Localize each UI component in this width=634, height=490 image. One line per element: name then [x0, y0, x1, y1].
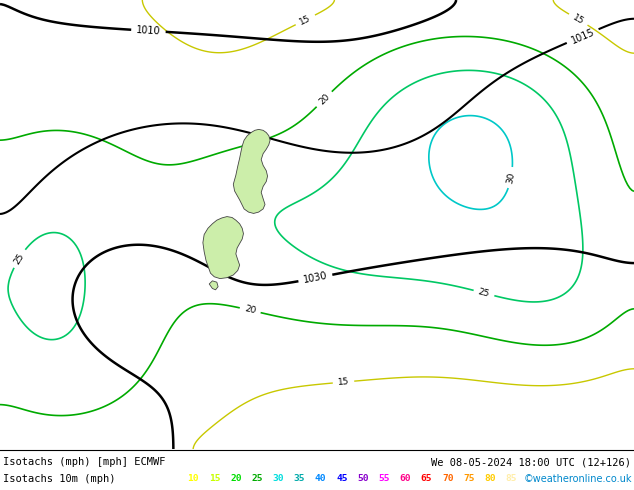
Text: 1010: 1010	[136, 25, 161, 37]
Text: 50: 50	[357, 474, 369, 483]
Text: 60: 60	[399, 474, 411, 483]
Text: 1015: 1015	[569, 26, 596, 46]
Text: 15: 15	[298, 13, 313, 26]
Text: 25: 25	[477, 287, 491, 299]
Polygon shape	[203, 217, 243, 279]
Text: 70: 70	[442, 474, 453, 483]
Text: 10: 10	[188, 474, 199, 483]
Text: 30: 30	[273, 474, 284, 483]
Text: 25: 25	[251, 474, 262, 483]
Text: 40: 40	[315, 474, 327, 483]
Text: 1030: 1030	[302, 271, 328, 285]
Text: 80: 80	[484, 474, 496, 483]
Text: 45: 45	[336, 474, 347, 483]
Text: 85: 85	[505, 474, 517, 483]
Text: 25: 25	[13, 251, 26, 266]
Text: 20: 20	[243, 305, 257, 316]
Text: 90: 90	[527, 474, 538, 483]
Text: 30: 30	[505, 171, 517, 184]
Text: Isotachs 10m (mph): Isotachs 10m (mph)	[3, 474, 115, 484]
Text: We 08-05-2024 18:00 UTC (12+126): We 08-05-2024 18:00 UTC (12+126)	[432, 458, 631, 467]
Text: 15: 15	[209, 474, 221, 483]
Text: ©weatheronline.co.uk: ©weatheronline.co.uk	[524, 474, 632, 484]
Text: 55: 55	[378, 474, 390, 483]
Polygon shape	[209, 281, 218, 290]
Text: 75: 75	[463, 474, 475, 483]
Text: 65: 65	[421, 474, 432, 483]
Text: 20: 20	[317, 92, 332, 106]
Text: 15: 15	[571, 13, 586, 26]
Text: 35: 35	[294, 474, 305, 483]
Text: 15: 15	[337, 377, 349, 387]
Text: 20: 20	[230, 474, 242, 483]
Polygon shape	[233, 129, 270, 214]
Text: Isotachs (mph) [mph] ECMWF: Isotachs (mph) [mph] ECMWF	[3, 458, 165, 467]
